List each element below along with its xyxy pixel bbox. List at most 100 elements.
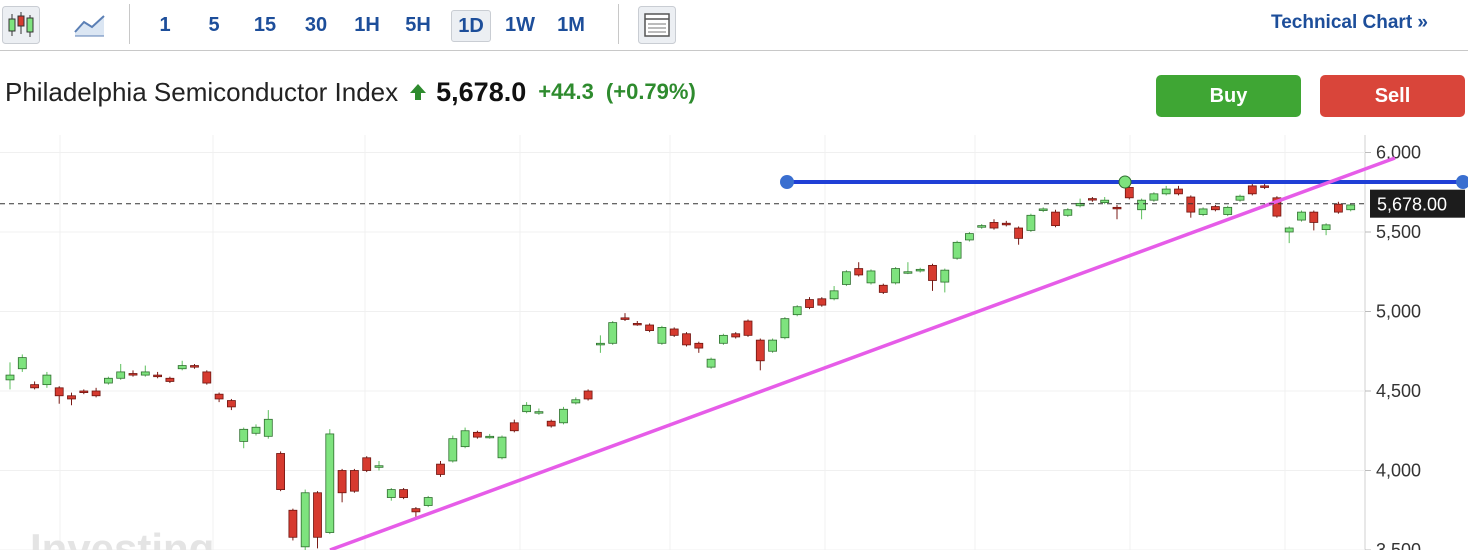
candle-body bbox=[460, 430, 470, 448]
chart: Investing 3,500 4,000 4,500 5,000 5,500 6,000… bbox=[0, 135, 1468, 550]
candle-body bbox=[104, 377, 113, 384]
candle-body bbox=[226, 400, 236, 408]
candle-body bbox=[583, 390, 593, 400]
y-tick-label: 4,000 bbox=[1376, 460, 1421, 480]
candle-body bbox=[411, 508, 421, 513]
candle-body bbox=[17, 357, 27, 370]
candle-body bbox=[977, 225, 987, 228]
candle-body bbox=[1161, 188, 1171, 195]
candle-body bbox=[829, 290, 839, 300]
candle-body bbox=[153, 374, 163, 378]
candle-body bbox=[1026, 214, 1036, 231]
y-tick-label: 4,500 bbox=[1376, 381, 1421, 401]
candle-body bbox=[436, 463, 445, 475]
candle-body bbox=[1260, 185, 1269, 188]
y-tick-label: 3,500 bbox=[1376, 540, 1421, 550]
interval-button[interactable]: 1H bbox=[354, 14, 380, 36]
candle-body bbox=[669, 328, 679, 336]
candle-body bbox=[5, 374, 15, 381]
candle-body bbox=[682, 333, 691, 346]
candle-body bbox=[263, 418, 273, 437]
candle-body bbox=[251, 426, 261, 434]
candle-body bbox=[1321, 224, 1331, 231]
candle-body bbox=[1038, 208, 1048, 211]
interval-button[interactable]: 30 bbox=[304, 14, 328, 36]
candle-body bbox=[54, 387, 64, 397]
candle-body bbox=[485, 435, 495, 439]
interval-button[interactable]: 1W bbox=[505, 14, 535, 36]
candle-body bbox=[657, 326, 667, 344]
candle-body bbox=[276, 453, 286, 490]
candle-body bbox=[719, 334, 728, 344]
candle-body bbox=[1137, 199, 1146, 211]
interval-button[interactable]: 15 bbox=[253, 14, 277, 36]
candle-body bbox=[1112, 206, 1122, 210]
candle-body bbox=[596, 342, 605, 346]
y-tick-label: 5,500 bbox=[1376, 222, 1421, 242]
candle-body bbox=[522, 404, 531, 413]
candle-body bbox=[1149, 193, 1159, 201]
candle-body bbox=[1334, 203, 1343, 213]
candle-body bbox=[349, 470, 359, 492]
candle-body bbox=[288, 509, 298, 538]
candle-body bbox=[1198, 208, 1208, 215]
sell-button[interactable]: Sell bbox=[1320, 75, 1465, 117]
interval-button[interactable]: 5H bbox=[405, 14, 431, 36]
candle-body bbox=[1014, 227, 1023, 239]
candle-body bbox=[780, 318, 790, 339]
change: +44.3 bbox=[538, 79, 594, 104]
technical-chart-link[interactable]: Technical Chart » bbox=[1271, 12, 1428, 33]
candle-body bbox=[534, 411, 544, 414]
candle-body bbox=[755, 339, 765, 362]
candle-body bbox=[928, 264, 937, 281]
candle-body bbox=[128, 373, 138, 376]
last-price-label: 5,678.00 bbox=[1377, 195, 1447, 215]
candle-body bbox=[472, 431, 482, 438]
candle-body bbox=[313, 492, 322, 538]
candle-body bbox=[325, 433, 335, 533]
candle-body bbox=[399, 489, 409, 498]
candle-body bbox=[903, 271, 913, 274]
instrument-title: Philadelphia Semiconductor Index bbox=[5, 76, 399, 107]
interval-button[interactable]: 1M bbox=[557, 14, 585, 36]
candle-body bbox=[866, 270, 876, 284]
candle-body bbox=[706, 358, 716, 368]
candle-body bbox=[891, 268, 900, 284]
candle-body bbox=[842, 271, 851, 285]
candle-body bbox=[1284, 227, 1294, 233]
candle-body bbox=[817, 298, 827, 306]
candle-body bbox=[694, 342, 704, 349]
interval-button[interactable]: 1 bbox=[159, 14, 171, 36]
candle-body bbox=[1088, 198, 1097, 201]
candle-body bbox=[571, 399, 581, 404]
candle-body bbox=[731, 333, 741, 338]
candle-body bbox=[1309, 211, 1319, 223]
candle-body bbox=[608, 322, 618, 344]
candle-body bbox=[116, 371, 126, 379]
candle-body bbox=[300, 492, 310, 548]
candle-body bbox=[202, 371, 212, 384]
interval-button[interactable]: 1D bbox=[451, 10, 491, 42]
buy-button[interactable]: Buy bbox=[1156, 75, 1301, 117]
candle-body bbox=[1063, 209, 1073, 216]
handle bbox=[780, 175, 794, 189]
layout-icon[interactable] bbox=[638, 6, 676, 44]
candle-body bbox=[1124, 187, 1134, 199]
candle-body bbox=[632, 323, 642, 326]
candle-body bbox=[374, 465, 384, 468]
candle-body bbox=[1174, 188, 1183, 195]
candle-body bbox=[989, 222, 999, 229]
candle-body bbox=[1297, 211, 1306, 221]
toolbar: Technical Chart » 1 5 15 30 1H 5H 1D 1W 1M bbox=[0, 0, 1468, 51]
change-percent: (+0.79%) bbox=[605, 79, 696, 104]
candle-body bbox=[1211, 206, 1220, 211]
candle-icon[interactable] bbox=[2, 6, 40, 44]
candle-body bbox=[1223, 206, 1233, 215]
candle-body bbox=[165, 377, 175, 382]
up-arrow bbox=[410, 84, 427, 100]
candle-body bbox=[190, 365, 199, 368]
interval-button[interactable]: 5 bbox=[208, 14, 220, 36]
instrument-header: Philadelphia Semiconductor Index 5,678.0… bbox=[5, 72, 696, 112]
line-icon[interactable] bbox=[72, 10, 108, 40]
